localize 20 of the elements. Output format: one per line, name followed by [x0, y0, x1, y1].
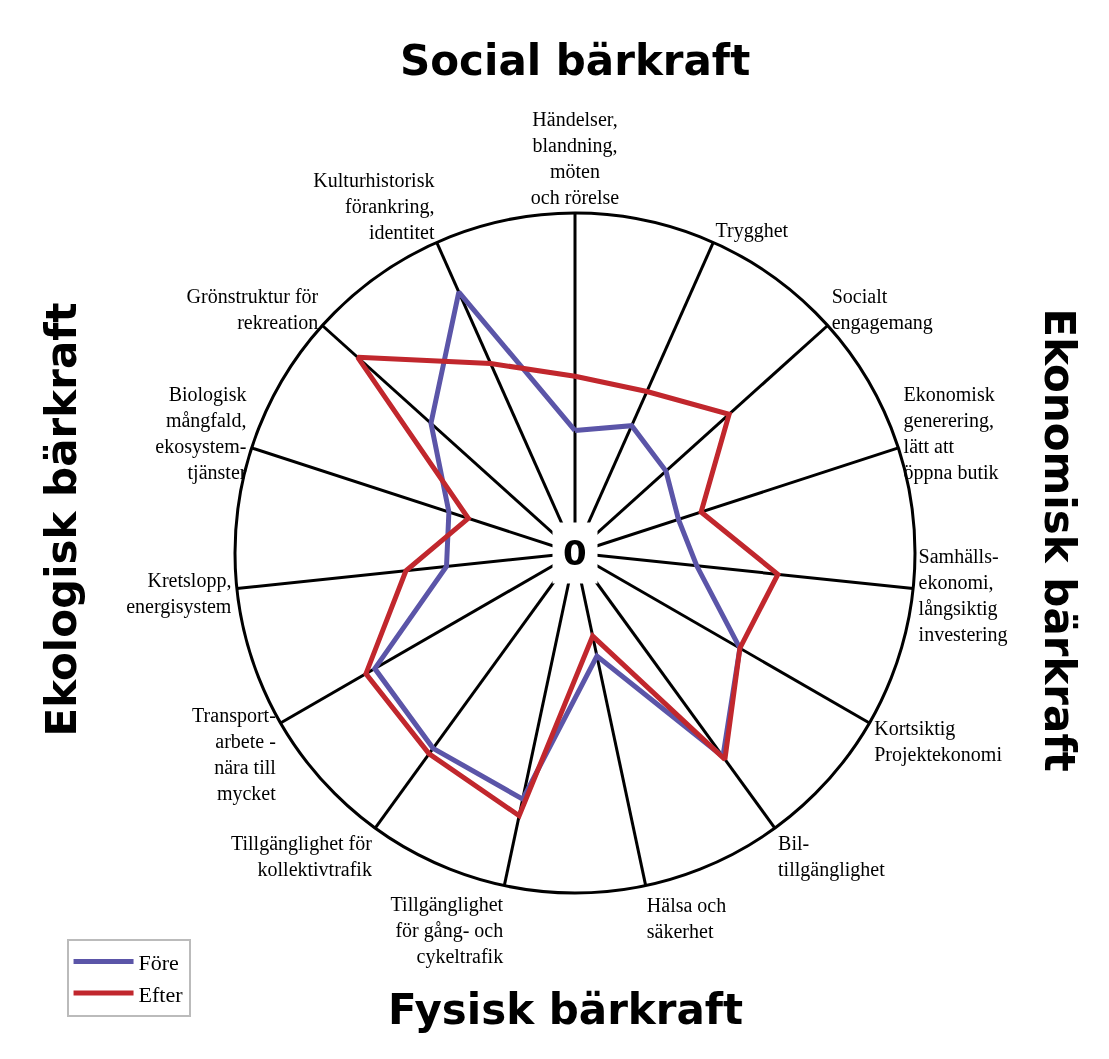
legend-label: Före [138, 950, 179, 976]
text: Ekologisk bärkraft [36, 302, 86, 737]
spoke-label: Grönstruktur för rekreation [186, 284, 319, 333]
spoke-label: Kretslopp, energisystem [126, 568, 232, 618]
legend-label: Efter [138, 981, 184, 1007]
text: Fysisk bärkraft [388, 985, 744, 1034]
spoke-label: Händelser, blandning, möten och rörelse [530, 107, 620, 208]
spoke-label: Socialt engagemang [831, 284, 933, 334]
spoke-label: Kulturhistorisk förankring, identitet [313, 168, 435, 243]
text: Ekonomisk bärkraft [1034, 308, 1084, 772]
text: 0 [563, 533, 587, 573]
spoke-label: Trygghet [715, 218, 789, 242]
text: Social bärkraft [400, 36, 751, 85]
spoke-label: Transport- arbete - nära till mycket [192, 704, 277, 806]
spoke-label: Tillgänglighet för kollektivtrafik [230, 832, 373, 881]
spoke-label: Tillgänglighet för gång- och cykeltrafik [390, 893, 504, 969]
spoke-label: Kortsiktig Projektekonomi [874, 717, 1003, 767]
spoke-label: Hälsa och säkerhet [646, 893, 727, 942]
spoke-label: Samhälls- ekonomi, långsiktig investering [918, 545, 1008, 647]
spoke-label: Bil- tillgänglighet [778, 832, 886, 882]
